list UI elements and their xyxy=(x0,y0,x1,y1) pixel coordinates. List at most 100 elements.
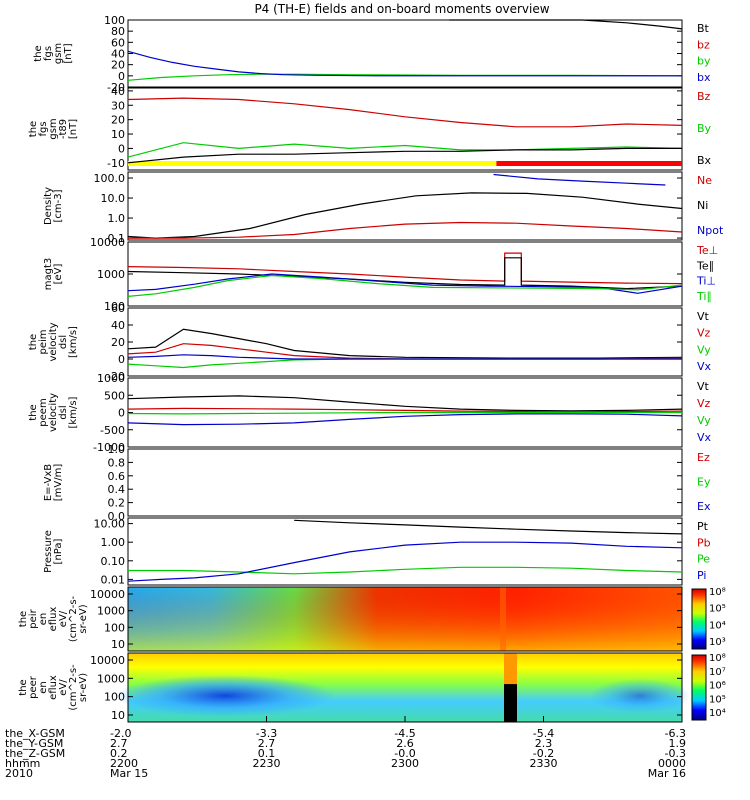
y-axis-label-line: (cm^2-s- xyxy=(68,664,79,711)
y-tick-label: -10 xyxy=(107,157,125,170)
legend-entry: Vz xyxy=(697,397,711,410)
x-axis-value: 2300 xyxy=(391,757,419,770)
y-axis-label-line: en xyxy=(38,613,49,626)
series-line xyxy=(127,328,683,359)
colorbar-label: 10³ xyxy=(709,637,726,648)
heatmap-gap xyxy=(504,684,517,722)
y-axis-label: the fgs gsm [nT] xyxy=(33,43,74,64)
panel-peer_eflux: 10⁸ 10⁷ 10⁶ 10⁵ 10⁴ 10000 1000 100 10 the peer en ef… xyxy=(18,652,726,723)
legend-entry: by xyxy=(697,55,711,68)
y-tick-label: 0.10 xyxy=(101,555,126,568)
y-axis-label-line: Density xyxy=(43,187,54,225)
series-line xyxy=(294,519,683,535)
colorbar-label: 10⁸ xyxy=(709,587,726,598)
y-axis-label-line: [nPa] xyxy=(53,538,64,564)
legend-entry: Bz xyxy=(697,90,711,103)
legend-entry: Vz xyxy=(697,327,711,340)
y-tick-label: 1.0 xyxy=(108,212,126,225)
series-line xyxy=(127,97,683,128)
y-tick-label: 10000 xyxy=(90,654,125,667)
heatmap-gap xyxy=(500,587,506,651)
x-axis-row-label: 2010 xyxy=(5,767,33,780)
heatmap-blob xyxy=(590,678,690,714)
y-tick-label: 10000 xyxy=(90,588,125,601)
y-axis-label-line: the xyxy=(33,45,44,61)
y-axis-label-line: fgs xyxy=(38,121,49,136)
y-tick-label: 100 xyxy=(104,621,125,634)
y-axis-label-line: the xyxy=(18,679,29,695)
mode-bar xyxy=(496,161,682,166)
series-line xyxy=(127,358,682,369)
y-axis-label-line: [km/s] xyxy=(68,396,79,428)
y-axis-label-line: magt3 xyxy=(43,258,54,291)
legend-entry: Vt xyxy=(697,310,710,323)
series-line xyxy=(127,50,682,77)
legend-entry: By xyxy=(697,122,712,135)
panel-frame xyxy=(127,517,683,586)
y-axis-label-line: sr-eV) xyxy=(78,604,89,633)
series-line xyxy=(127,147,682,164)
panel-peim_vel: 60 40 20 0 -20 the peim velocity dsl [km/s] Vt Vz Vy… xyxy=(28,302,712,383)
panel-frame xyxy=(127,448,683,517)
x-axis-value: Mar 15 xyxy=(110,767,148,780)
y-tick-label: -500 xyxy=(100,424,125,437)
y-tick-label: 0.4 xyxy=(108,483,126,496)
y-tick-label: 1.0 xyxy=(108,443,126,456)
y-tick-label: 0.01 xyxy=(101,573,126,586)
y-tick-label: 100 xyxy=(104,300,125,313)
panel-efield: 1.00.80.60.40.20.0 E=-VxB [mV/m] Ez Ey Ex xyxy=(43,443,711,523)
colorbar-label: 10⁸ xyxy=(709,653,726,664)
series-line xyxy=(127,354,682,360)
x-axis-value: -0.2 xyxy=(533,747,554,760)
y-tick-label: 100 xyxy=(104,14,125,27)
panel-frame xyxy=(127,307,683,377)
y-tick-label: -1000 xyxy=(93,441,125,454)
y-tick-label: 10 xyxy=(111,128,125,141)
y-tick-label: 10 xyxy=(111,709,125,722)
y-tick-label: 1000 xyxy=(97,672,125,685)
series-line xyxy=(127,274,683,297)
panel-frame xyxy=(127,19,683,88)
x-axis-value: -0.0 xyxy=(394,747,415,760)
y-tick-label: 0.1 xyxy=(108,232,126,245)
x-axis-value: 1.9 xyxy=(669,737,687,750)
series-line xyxy=(127,192,683,239)
colorbar-label: 10⁶ xyxy=(709,681,726,692)
x-axis-row-label: the_X-GSM xyxy=(5,727,65,740)
x-axis-value: 2330 xyxy=(530,757,558,770)
y-axis-label: the peer en eflux eV/(cm^2-s-sr-eV) xyxy=(18,664,89,711)
series-line xyxy=(127,252,683,285)
y-tick-label: 0.2 xyxy=(108,497,126,510)
y-axis-label-line: dsl xyxy=(58,335,69,349)
y-axis-label-line: [nT] xyxy=(68,119,79,139)
x-axis-row-label: the_Z-GSM xyxy=(5,747,65,760)
legend-entry: Pt xyxy=(697,520,709,533)
series-line xyxy=(127,413,683,426)
panel-peir_eflux: 10⁸ 10⁵ 10⁴ 10³ 10000 1000 100 10 the peir en eflux… xyxy=(18,586,726,652)
y-tick-label: 100 xyxy=(104,691,125,704)
x-axis-value: -6.3 xyxy=(665,727,686,740)
x-axis-value: 2.3 xyxy=(535,737,553,750)
series-line xyxy=(127,411,682,415)
legend-entry: Vy xyxy=(697,414,711,427)
y-axis-label-line: sr-eV) xyxy=(78,673,89,702)
y-axis-label-line: the xyxy=(28,121,39,137)
series-line xyxy=(127,395,683,412)
colorbar-label: 10⁷ xyxy=(709,667,726,678)
y-tick-label: 1000 xyxy=(97,268,125,281)
legend-entry: bz xyxy=(697,38,710,51)
panel-frame xyxy=(127,87,683,171)
legend-entry: Ti⊥ xyxy=(696,275,716,288)
series-line xyxy=(493,173,666,186)
series-line xyxy=(127,142,683,158)
y-tick-label: 0 xyxy=(118,407,125,420)
panel-mom_t3: 10000 1000 100 magt3 [eV] Te⊥ Te∥ Ti⊥ Ti∥ xyxy=(43,236,718,313)
y-tick-label: -20 xyxy=(107,370,125,383)
y-tick-label: 40 xyxy=(111,85,125,98)
y-axis-label-line: [nT] xyxy=(63,43,74,63)
y-axis-label: Density [cm-3] xyxy=(43,187,64,225)
y-tick-label: 10 xyxy=(111,638,125,651)
panel-pressure: 10.00 1.00 0.10 0.01 Pressure [nPa] Pt Pb Pe Pi xyxy=(43,517,711,586)
y-tick-label: 0.8 xyxy=(108,456,126,469)
